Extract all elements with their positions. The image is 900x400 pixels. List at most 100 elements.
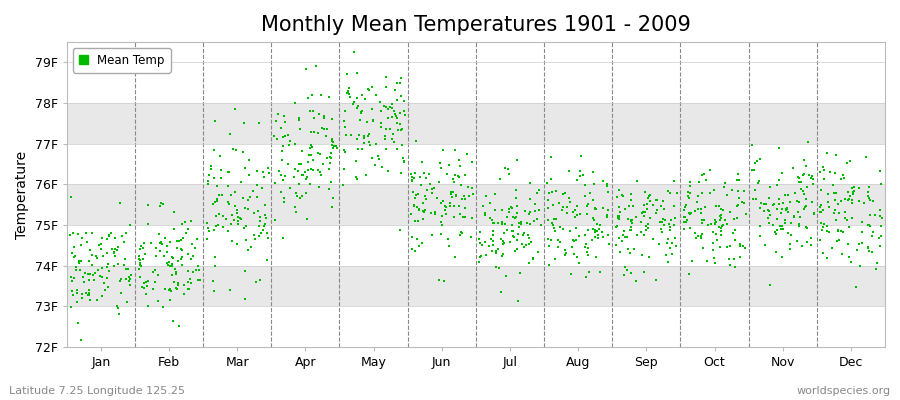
Point [668,235,682,242]
Point [554,206,569,213]
Point [355,146,369,152]
Point [123,222,138,228]
Point [320,155,334,161]
Point [601,189,616,196]
Point [357,135,372,141]
Point [434,219,448,226]
Point [326,139,340,145]
Point [372,156,386,162]
Point [862,195,877,201]
Point [111,260,125,267]
Point [163,286,177,292]
Point [111,244,125,250]
Point [847,187,861,194]
Point [772,201,787,207]
Point [778,217,793,224]
Point [778,192,793,198]
Bar [67,266,885,306]
Point [222,200,237,207]
Point [626,246,641,252]
Point [695,220,709,226]
Point [638,223,652,229]
Point [405,178,419,184]
Point [730,214,744,221]
Point [577,193,591,200]
Point [789,238,804,245]
Point [596,205,610,211]
Point [385,114,400,120]
Point [800,239,814,246]
Point [655,218,670,225]
Point [435,222,449,228]
Point [122,273,136,280]
Point [161,262,176,268]
Point [111,304,125,311]
Point [816,221,831,228]
Point [214,166,229,173]
Point [688,208,702,214]
Point [582,268,597,275]
Point [572,259,586,266]
Point [868,212,883,218]
Point [458,196,473,202]
Point [114,276,129,282]
Point [154,239,168,245]
Point [295,148,310,154]
Point [328,143,343,150]
Point [737,188,751,195]
Point [843,259,858,265]
Point [634,219,648,225]
Point [586,169,600,175]
Point [752,205,767,212]
Title: Monthly Mean Temperatures 1901 - 2009: Monthly Mean Temperatures 1901 - 2009 [261,15,691,35]
Point [83,247,97,254]
Point [411,207,426,213]
Point [230,241,244,247]
Point [578,182,592,188]
Point [656,198,670,204]
Point [394,142,409,148]
Point [182,286,196,292]
Point [183,276,197,282]
Point [119,266,133,272]
Point [446,202,461,209]
Point [643,214,657,221]
Point [555,225,570,232]
Point [394,75,409,81]
Point [433,231,447,238]
Point [549,216,563,222]
Point [788,190,802,196]
Point [704,220,718,227]
Point [428,208,443,215]
Point [696,245,710,252]
Point [238,222,253,229]
Point [288,204,302,210]
Point [146,268,160,275]
Point [202,228,217,235]
Point [324,150,338,156]
Point [563,227,578,234]
Point [351,146,365,152]
Point [192,267,206,273]
Point [348,158,363,164]
Point [708,219,723,226]
Point [261,235,275,242]
Point [634,228,648,235]
Point [246,188,260,194]
Point [76,274,90,281]
Point [676,226,690,233]
Point [664,240,679,246]
Point [181,286,195,292]
Point [582,190,597,197]
Point [86,230,100,236]
Point [457,192,472,199]
Point [817,167,832,173]
Point [301,166,315,173]
Point [220,198,235,205]
Point [805,199,819,206]
Point [576,172,590,178]
Point [620,234,634,240]
Point [861,184,876,191]
Point [817,176,832,182]
Point [75,235,89,242]
